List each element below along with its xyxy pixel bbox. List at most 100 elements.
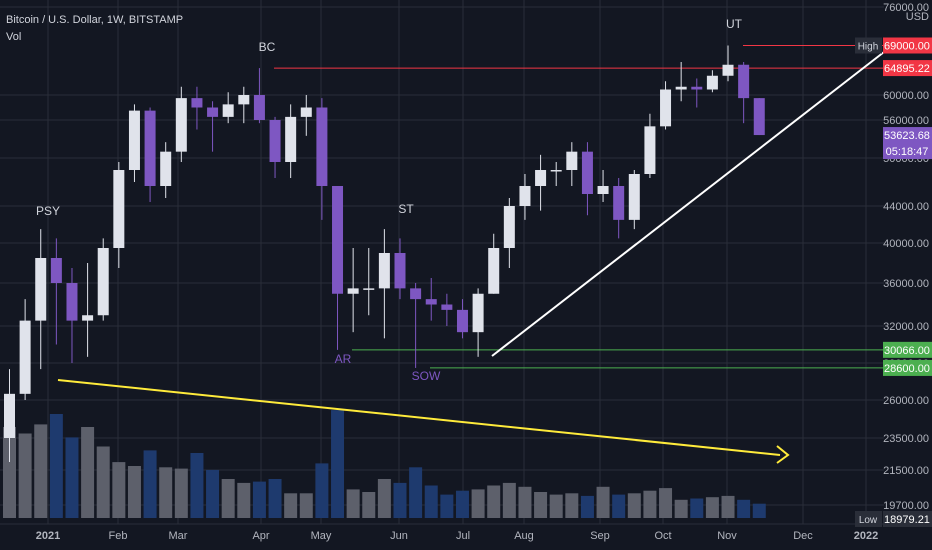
- time-tick-label: Mar: [169, 530, 188, 542]
- volume-bar: [299, 493, 313, 518]
- candle-body: [628, 174, 640, 220]
- volume-bar: [705, 497, 719, 518]
- candle-body: [35, 258, 47, 321]
- candle-body: [425, 299, 437, 305]
- volume-bar: [487, 485, 501, 518]
- price-tick-label: 44000.00: [883, 201, 929, 213]
- time-tick-label: Feb: [109, 530, 128, 542]
- candle-body: [706, 75, 718, 90]
- volume-indicator-label[interactable]: Vol: [6, 31, 22, 43]
- candle-body: [550, 170, 562, 172]
- candle-body: [410, 288, 422, 300]
- support-sow-badge-label: 28600.00: [884, 363, 930, 375]
- countdown-label: 05:18:47: [886, 146, 929, 158]
- volume-bar: [752, 503, 766, 518]
- volume-bar: [362, 492, 376, 518]
- volume-bar: [721, 495, 735, 518]
- candle-body: [113, 170, 125, 248]
- high-price-badge-tag: [855, 37, 882, 54]
- candle-body: [363, 288, 375, 290]
- price-tick-label: 40000.00: [883, 238, 929, 250]
- volume-bar: [737, 499, 751, 518]
- price-tick-label: 36000.00: [883, 278, 929, 290]
- candle-body: [722, 64, 734, 76]
- candle-body: [253, 95, 265, 120]
- volume-bar: [331, 410, 345, 518]
- volume-bar: [534, 492, 548, 518]
- volume-bar: [518, 486, 532, 518]
- volume-downtrend-line: [57, 379, 781, 456]
- currency-label: USD: [906, 11, 929, 23]
- candle-body: [394, 253, 406, 289]
- volume-bar: [690, 498, 704, 518]
- candle-body: [128, 110, 140, 170]
- volume-bar: [81, 427, 95, 518]
- volume-bar: [284, 493, 298, 518]
- time-tick-label: Apr: [252, 530, 269, 542]
- volume-bar: [643, 490, 657, 518]
- volume-bar: [18, 433, 32, 518]
- price-tick-label: 32000.00: [883, 321, 929, 333]
- candle-body: [660, 89, 672, 127]
- ascending-trendline: [491, 51, 885, 357]
- volume-bar: [49, 414, 63, 518]
- volume-bar: [424, 485, 438, 518]
- support-ar-badge: [883, 341, 932, 358]
- time-tick-label: 2021: [36, 530, 60, 542]
- price-tick-label: 26000.00: [883, 395, 929, 407]
- price-tick-label: 23500.00: [883, 433, 929, 445]
- time-tick-label: Oct: [654, 530, 671, 542]
- volume-bar: [627, 493, 641, 518]
- candle-body: [644, 126, 656, 174]
- candle-body: [691, 86, 703, 90]
- candle-body: [50, 258, 62, 283]
- volume-downtrend-arrowhead: [776, 445, 790, 464]
- volume-bar: [206, 469, 220, 518]
- annotation-bc: BC: [259, 40, 276, 54]
- volume-bar: [112, 462, 126, 518]
- annotation-sow: SOW: [412, 369, 441, 383]
- volume-bar: [190, 453, 204, 518]
- volume-bar: [96, 446, 110, 518]
- volume-bar: [3, 427, 16, 518]
- high-price-badge-label: 69000.00: [884, 41, 930, 53]
- candle-body: [503, 206, 515, 248]
- annotation-ar: AR: [335, 352, 352, 366]
- candle-body: [66, 283, 78, 321]
- volume-bar: [596, 486, 610, 518]
- volume-bar: [34, 424, 48, 518]
- candle-body: [738, 64, 750, 99]
- volume-bar: [221, 479, 235, 518]
- volume-bar: [377, 479, 391, 518]
- time-tick-label: Dec: [793, 530, 813, 542]
- volume-bar: [252, 481, 266, 518]
- candle-body: [535, 170, 547, 186]
- annotation-ut: UT: [726, 17, 743, 31]
- candle-body: [4, 393, 15, 438]
- volume-bar: [143, 450, 157, 518]
- volume-bar: [674, 499, 688, 518]
- symbol-title[interactable]: Bitcoin / U.S. Dollar, 1W, BITSTAMP: [6, 14, 184, 26]
- volume-bar: [393, 482, 407, 518]
- candle-body: [488, 248, 500, 294]
- price-tick-label: 56000.00: [883, 115, 929, 127]
- support-sow-badge: [883, 359, 932, 376]
- volume-bar: [455, 490, 469, 518]
- price-tick-label: 76000.00: [883, 2, 929, 14]
- volume-bar: [612, 494, 626, 518]
- candle-body: [519, 186, 531, 206]
- time-tick-label: Jul: [456, 530, 470, 542]
- price-tick-label: 19700.00: [883, 500, 929, 512]
- candle-body: [160, 151, 172, 186]
- time-tick-label: Jun: [390, 530, 408, 542]
- candle-body: [566, 151, 578, 170]
- candle-body: [441, 304, 453, 310]
- volume-bar: [440, 494, 454, 518]
- candle-body: [285, 116, 297, 162]
- volume-bar: [409, 467, 423, 518]
- current-price-badge: [883, 127, 932, 160]
- candle-body: [144, 110, 156, 186]
- volume-bar: [315, 463, 329, 518]
- price-tick-label: 21500.00: [883, 465, 929, 477]
